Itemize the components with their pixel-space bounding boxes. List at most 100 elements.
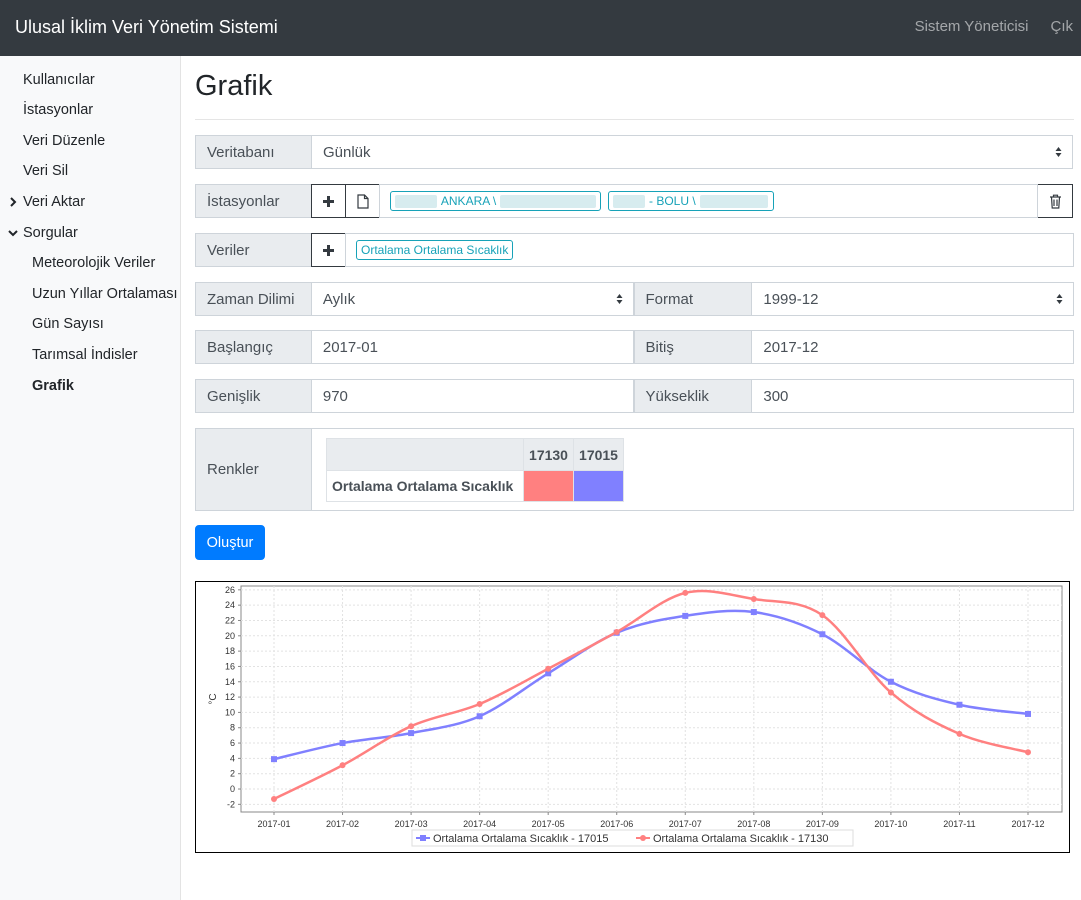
- admin-link[interactable]: Sistem Yöneticisi: [914, 18, 1029, 35]
- sidebar-item-edit-data[interactable]: Veri Düzenle: [23, 133, 106, 149]
- timezone-label: Zaman Dilimi: [195, 282, 312, 316]
- y-tick-label: 4: [230, 753, 235, 763]
- data-tag-avg-temp[interactable]: Ortalama Ortalama Sıcaklık: [356, 240, 514, 260]
- x-tick-label: 2017-02: [326, 819, 359, 829]
- width-input[interactable]: 970: [310, 379, 634, 413]
- legend-label: Ortalama Ortalama Sıcaklık - 17130: [653, 833, 828, 845]
- data-point: [613, 628, 620, 635]
- x-tick-label: 2017-11: [943, 819, 975, 829]
- x-tick-label: 2017-09: [806, 819, 839, 829]
- data-point: [682, 589, 689, 596]
- sidebar-item-data-transfer[interactable]: Veri Aktar: [23, 194, 86, 210]
- colors-row: Renkler 17130 17015 Ortalama Ortalama Sı…: [195, 428, 1074, 511]
- sidebar-item-stations[interactable]: İstasyonlar: [23, 102, 94, 118]
- colors-field: 17130 17015 Ortalama Ortalama Sıcaklık: [311, 428, 1074, 511]
- x-tick-label: 2017-12: [1011, 819, 1044, 829]
- add-station-button[interactable]: [311, 184, 346, 218]
- database-select[interactable]: Günlük: [311, 135, 1073, 169]
- y-tick-label: 18: [225, 646, 235, 656]
- y-tick-label: 14: [225, 677, 235, 687]
- x-tick-label: 2017-07: [669, 819, 702, 829]
- y-tick-label: 20: [225, 631, 235, 641]
- data-point: [545, 670, 552, 677]
- data-point: [1025, 710, 1031, 717]
- station-file-button[interactable]: [345, 184, 380, 218]
- width-label: Genişlik: [195, 379, 312, 413]
- y-tick-label: 6: [230, 738, 235, 748]
- end-value: 2017-12: [763, 338, 819, 356]
- data-point: [1025, 749, 1031, 756]
- data-point: [956, 730, 963, 737]
- height-label: Yükseklik: [633, 379, 753, 413]
- start-input[interactable]: 2017-01: [310, 330, 634, 364]
- end-input[interactable]: 2017-12: [751, 330, 1074, 364]
- y-axis-label: °C: [208, 693, 219, 704]
- series-line: [273, 609, 1029, 761]
- create-button[interactable]: Oluştur: [195, 525, 265, 560]
- select-arrows-icon: [616, 294, 622, 304]
- page-title: Grafik: [195, 70, 273, 102]
- stations-row: İstasyonlar ANKARA \ - BOLU \: [195, 184, 1074, 218]
- y-tick-label: 2: [230, 769, 235, 779]
- data-point: [476, 713, 483, 720]
- plus-icon: [323, 244, 334, 256]
- colors-column-header: 17130: [523, 438, 574, 471]
- station-tag-bolu[interactable]: - BOLU \: [608, 191, 774, 211]
- chevron-down-icon[interactable]: [8, 228, 18, 238]
- y-tick-label: 16: [225, 661, 235, 671]
- app-title[interactable]: Ulusal İklim Veri Yönetim Sistemi: [15, 17, 278, 37]
- divider: [195, 119, 1074, 120]
- redacted-block: [395, 194, 437, 208]
- sidebar-item-delete-data[interactable]: Veri Sil: [23, 163, 69, 179]
- sidebar-item-queries[interactable]: Sorgular: [23, 225, 78, 241]
- sidebar-item-users[interactable]: Kullanıcılar: [23, 72, 95, 88]
- x-tick-label: 2017-01: [257, 819, 290, 829]
- color-swatch-17015[interactable]: [573, 470, 624, 502]
- database-label: Veritabanı: [195, 135, 312, 169]
- x-tick-label: 2017-03: [395, 819, 428, 829]
- add-data-button[interactable]: [311, 233, 346, 267]
- chevron-right-icon[interactable]: [8, 197, 18, 207]
- data-label: Veriler: [195, 233, 312, 267]
- station-tag-ankara-label: ANKARA \: [440, 194, 497, 208]
- sidebar-subitem-agri-indices[interactable]: Tarımsal İndisler: [32, 347, 138, 363]
- station-tag-ankara[interactable]: ANKARA \: [390, 191, 601, 211]
- data-point: [339, 740, 346, 747]
- top-navbar: Ulusal İklim Veri Yönetim Sistemi Sistem…: [0, 0, 1081, 56]
- data-point: [887, 678, 894, 685]
- y-tick-label: 24: [225, 600, 235, 610]
- sidebar-subitem-meteorological[interactable]: Meteorolojik Veriler: [32, 255, 156, 271]
- data-point: [339, 762, 346, 769]
- stations-label: İstasyonlar: [195, 184, 312, 218]
- colors-label: Renkler: [195, 428, 312, 511]
- format-select[interactable]: 1999-12: [751, 282, 1074, 316]
- stations-field: ANKARA \ - BOLU \: [379, 184, 1038, 218]
- timezone-select[interactable]: Aylık: [310, 282, 634, 316]
- data-point: [408, 723, 415, 730]
- y-tick-label: 22: [225, 615, 235, 625]
- y-tick-label: 0: [230, 784, 235, 794]
- y-tick-label: 10: [225, 707, 235, 717]
- redacted-block: [500, 194, 596, 208]
- colors-table-corner: [326, 438, 524, 471]
- color-swatch-17130[interactable]: [523, 470, 574, 502]
- series-line: [273, 589, 1029, 801]
- height-input[interactable]: 300: [751, 379, 1074, 413]
- clear-stations-button[interactable]: [1037, 184, 1073, 218]
- sidebar-subitem-long-term-average[interactable]: Uzun Yıllar Ortalaması: [32, 286, 178, 302]
- sidebar-subitem-day-count[interactable]: Gün Sayısı: [32, 316, 104, 332]
- colors-row-label: Ortalama Ortalama Sıcaklık: [326, 470, 524, 502]
- sidebar-subitem-chart[interactable]: Grafik: [32, 378, 74, 394]
- logout-link[interactable]: Çık: [1050, 18, 1074, 35]
- legend-box: [411, 829, 854, 847]
- timezone-value: Aylık: [322, 290, 356, 308]
- plus-icon: [323, 195, 334, 207]
- x-tick-label: 2017-05: [532, 819, 565, 829]
- data-point: [271, 795, 277, 802]
- data-point: [956, 701, 963, 708]
- data-point: [750, 609, 757, 616]
- end-label: Bitiş: [633, 330, 753, 364]
- top-nav-links: Sistem Yöneticisi Çık: [915, 18, 1073, 35]
- format-label: Format: [633, 282, 753, 316]
- data-point: [682, 612, 689, 619]
